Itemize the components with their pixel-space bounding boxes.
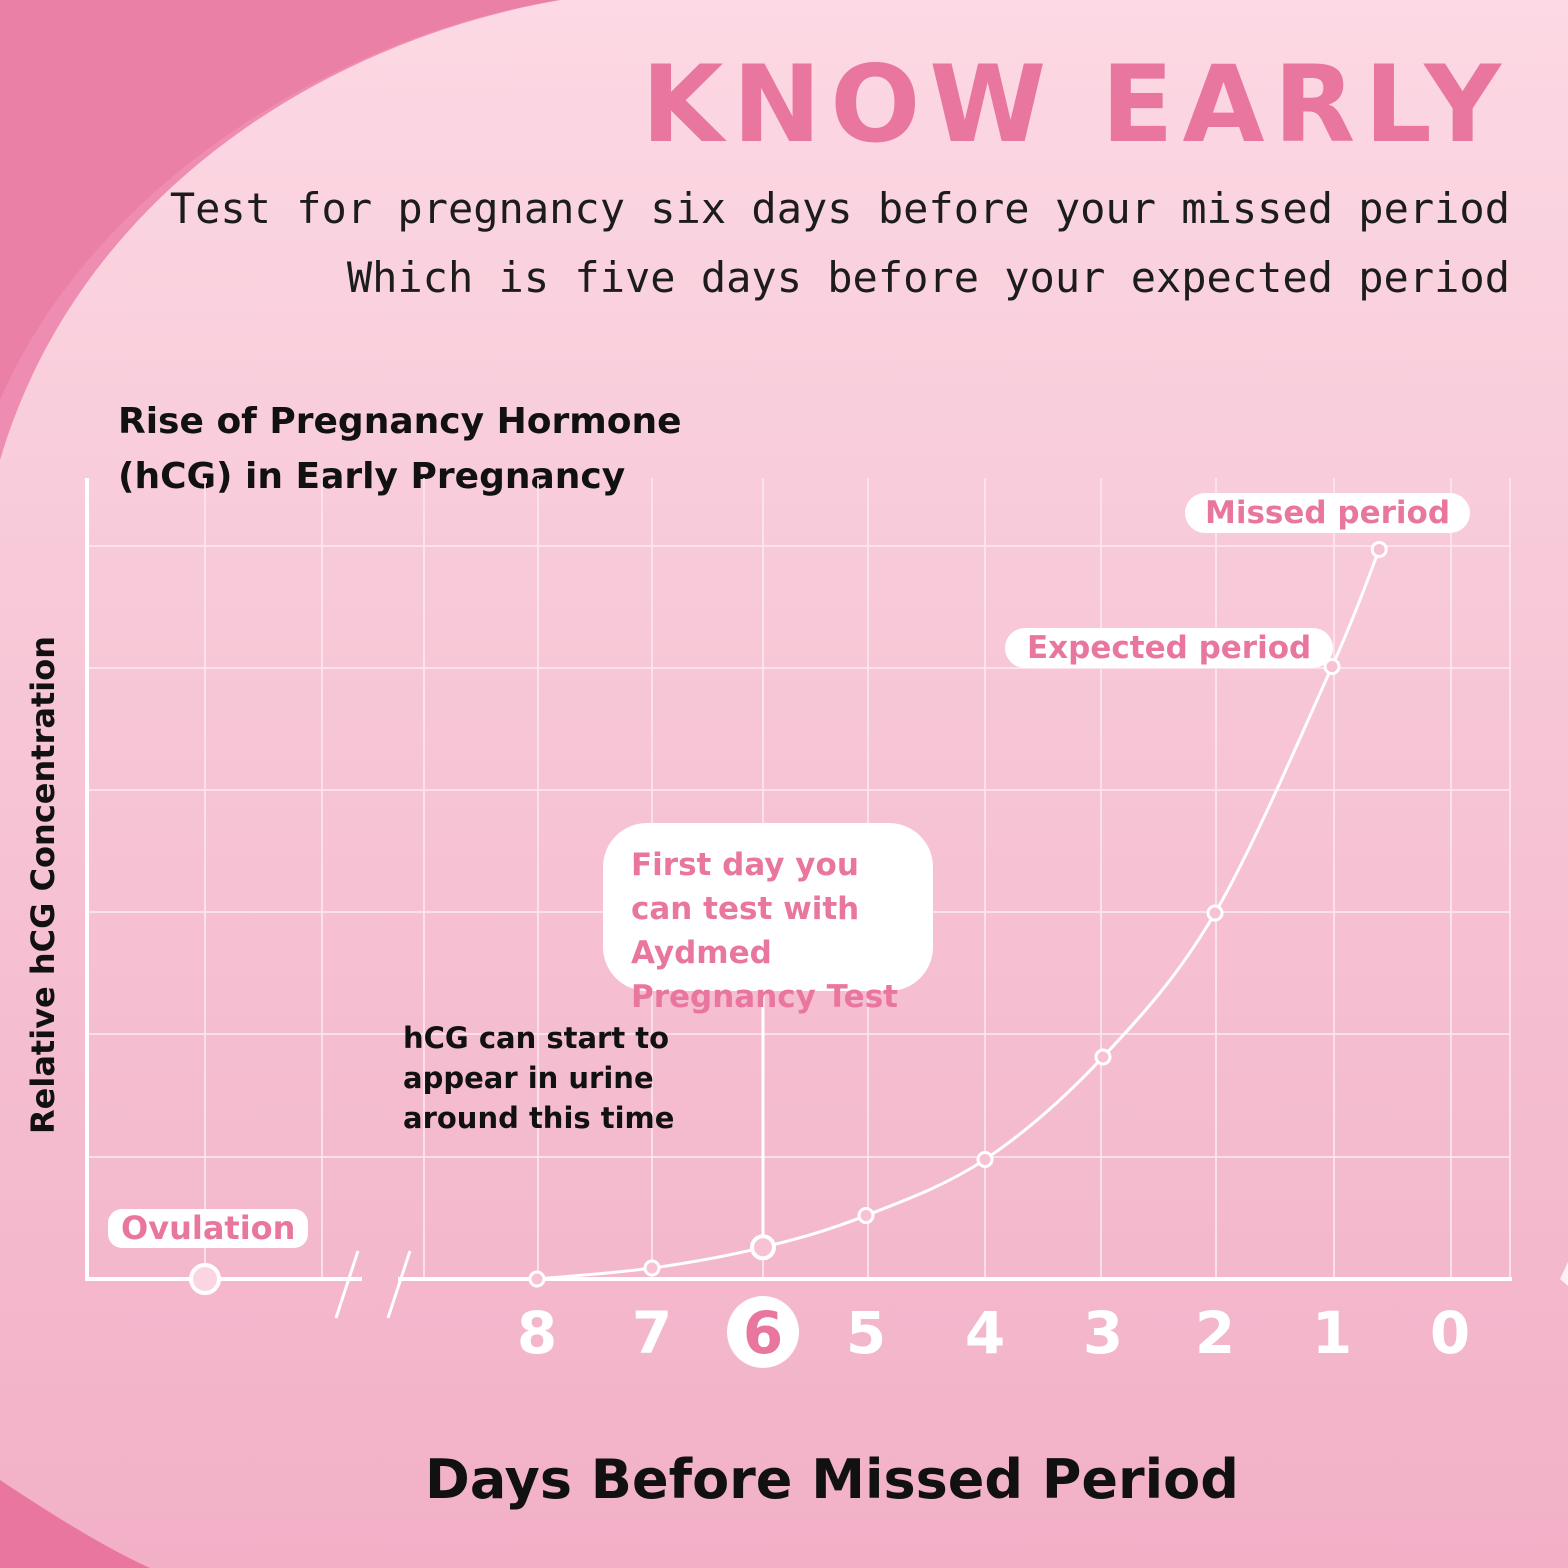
data-points [189, 540, 1388, 1295]
data-point [1323, 658, 1341, 676]
data-point [1370, 540, 1388, 558]
x-tick-label: 4 [965, 1299, 1005, 1367]
ovulation-label: Ovulation [108, 1209, 309, 1248]
subtitle-line-1: Test for pregnancy six days before your … [169, 184, 1510, 233]
x-tick-label: 8 [517, 1299, 557, 1367]
x-tick-label: 5 [846, 1299, 886, 1367]
axis-break-mark [386, 1250, 412, 1319]
x-axis-label: Days Before Missed Period [425, 1448, 1239, 1511]
x-tick-label: 1 [1312, 1299, 1352, 1367]
highlighted-tick-badge [727, 1296, 799, 1368]
x-tick-label: 2 [1195, 1299, 1235, 1367]
data-point [528, 1270, 546, 1288]
hcg-appearance-note: hCG can start to appear in urine around … [403, 1021, 675, 1135]
x-tick-label: 7 [632, 1299, 672, 1367]
first-test-day-callout: First day you can test with Aydmed Pregn… [603, 823, 933, 1015]
subtitle-line-2: Which is five days before your expected … [346, 253, 1510, 302]
data-point [643, 1259, 661, 1277]
x-tick-label: 3 [1083, 1299, 1123, 1367]
missed-period-label: Missed period [1185, 493, 1471, 533]
data-point [1094, 1048, 1112, 1066]
expected-period-label: Expected period [1005, 628, 1334, 668]
chart-axes [85, 478, 1512, 1319]
chart-title: Rise of Pregnancy Hormone (hCG) in Early… [118, 401, 682, 497]
x-tick-label: 6 [743, 1299, 783, 1367]
hcg-curve [536, 548, 1381, 1281]
ovulation-point [189, 1263, 221, 1295]
data-point [857, 1207, 875, 1225]
headline: KNOW EARLY [641, 43, 1510, 166]
axis-break-mark [334, 1250, 360, 1319]
x-tick-label: 0 [1430, 1299, 1470, 1367]
data-point [750, 1234, 776, 1261]
data-point [1206, 904, 1224, 922]
data-point [976, 1150, 994, 1168]
